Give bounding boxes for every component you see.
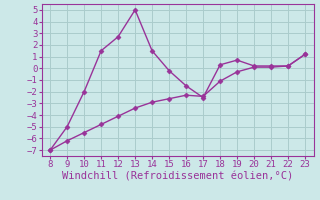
X-axis label: Windchill (Refroidissement éolien,°C): Windchill (Refroidissement éolien,°C) xyxy=(62,172,293,182)
